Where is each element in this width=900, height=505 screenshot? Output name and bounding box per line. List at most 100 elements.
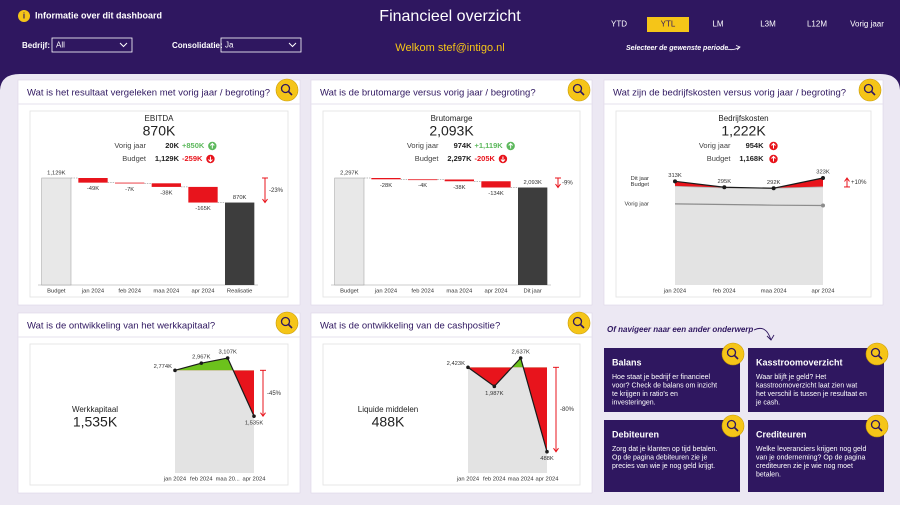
filter-dropdown[interactable] bbox=[51, 37, 133, 53]
filter-dropdown[interactable] bbox=[220, 37, 302, 53]
detail-button[interactable] bbox=[865, 414, 889, 438]
variance-label: +10% bbox=[851, 180, 867, 186]
x-tick-label: Budget bbox=[340, 289, 359, 295]
variance-arrowhead bbox=[555, 183, 561, 189]
navigation-card-text: voor? Check de balans om inzicht bbox=[612, 382, 717, 389]
value-label: 1,987K bbox=[485, 391, 504, 397]
value-point bbox=[492, 384, 497, 389]
period-button[interactable]: Vorig jaar bbox=[850, 20, 884, 29]
navigation-card-text: Op de pagina debiteuren zie je bbox=[612, 454, 707, 461]
period-button[interactable]: YTL bbox=[661, 20, 676, 29]
waterfall-bar bbox=[151, 183, 181, 187]
trend-arrow bbox=[771, 155, 776, 162]
kpi-value: 870K bbox=[143, 123, 176, 139]
period-button[interactable]: L12M bbox=[807, 20, 827, 29]
value-label: 2,967K bbox=[192, 355, 211, 361]
magnifier-lens bbox=[863, 83, 874, 94]
info-icon[interactable] bbox=[18, 10, 30, 22]
value-label: 313K bbox=[668, 173, 682, 179]
x-tick-label: jan 2024 bbox=[374, 289, 398, 295]
navigation-card-title: Crediteuren bbox=[756, 429, 807, 439]
detail-button[interactable] bbox=[858, 78, 882, 102]
x-tick-label: maa 2024 bbox=[761, 289, 788, 295]
kpi-row-value: 20K bbox=[165, 141, 179, 150]
kpi-row-label: Vorig jaar bbox=[699, 141, 731, 150]
navigation-card-title: Debiteuren bbox=[612, 429, 659, 439]
period-button[interactable]: YTD bbox=[611, 20, 627, 29]
variance-label: -80% bbox=[560, 407, 575, 413]
x-tick-label: maa 2024 bbox=[446, 289, 473, 295]
value-line bbox=[174, 357, 255, 417]
current-year-point bbox=[771, 186, 776, 191]
period-button[interactable]: LM bbox=[712, 20, 723, 29]
kpi-row-value: 1,129K bbox=[155, 154, 180, 163]
value-label: 1,129K bbox=[47, 171, 66, 177]
waterfall-bar bbox=[444, 179, 474, 182]
panel-question: Wat zijn de bedrijfskosten versus vorig … bbox=[613, 88, 846, 99]
navigation-card[interactable] bbox=[604, 420, 740, 492]
value-label: 292K bbox=[767, 180, 781, 186]
value-label: -28K bbox=[380, 183, 392, 189]
x-tick-label: jan 2024 bbox=[81, 289, 105, 295]
kpi-value: 2,093K bbox=[429, 123, 474, 139]
trend-arrow bbox=[771, 142, 776, 149]
variance-arrowhead bbox=[844, 177, 850, 182]
value-label: 870K bbox=[233, 195, 247, 201]
hint-arrow bbox=[726, 45, 741, 51]
x-tick-label: maa 20... bbox=[216, 477, 241, 483]
detail-button[interactable] bbox=[275, 311, 299, 335]
kpi-value: 1,535K bbox=[73, 414, 118, 430]
value-label: 2,297K bbox=[340, 171, 359, 177]
detail-button[interactable] bbox=[567, 311, 591, 335]
navigation-card[interactable] bbox=[748, 420, 884, 492]
current-year-point bbox=[821, 176, 825, 180]
magnifier-lens bbox=[572, 316, 583, 327]
budget-area bbox=[675, 186, 823, 285]
navigation-card[interactable] bbox=[748, 348, 884, 412]
magnifier-handle bbox=[579, 90, 585, 96]
kpi-row-delta: +1,119K bbox=[475, 141, 504, 150]
kpi-row-label: Vorig jaar bbox=[114, 141, 146, 150]
filter-label: Bedrijf: bbox=[22, 41, 50, 50]
x-tick-label: jan 2024 bbox=[163, 477, 187, 483]
magnifier-handle bbox=[579, 323, 585, 329]
variance-arrowhead bbox=[260, 412, 266, 418]
magnifier-lens bbox=[870, 347, 881, 358]
value-point bbox=[518, 356, 523, 360]
trend-arrow bbox=[500, 156, 506, 163]
kpi-row-label: Budget bbox=[122, 154, 147, 163]
x-tick-label: feb 2024 bbox=[713, 289, 736, 295]
x-tick-label: feb 2024 bbox=[118, 289, 141, 295]
variance-arrowhead bbox=[553, 447, 559, 453]
kpi-name: EBITDA bbox=[145, 114, 175, 123]
filter-value: Ja bbox=[225, 41, 234, 50]
x-tick-label: apr 2024 bbox=[192, 289, 216, 295]
waterfall-bar bbox=[41, 177, 72, 286]
navigation-card-text: Zorg dat je klanten op tijd betalen. bbox=[612, 446, 718, 453]
value-label: 295K bbox=[718, 179, 732, 185]
trend-arrow bbox=[508, 142, 514, 149]
detail-button[interactable] bbox=[567, 78, 591, 102]
magnifier-lens bbox=[726, 419, 737, 430]
detail-button[interactable] bbox=[865, 342, 889, 366]
waterfall-bar bbox=[408, 179, 438, 181]
navigation-arrow bbox=[753, 327, 775, 341]
legend-label: Vorig jaar bbox=[625, 201, 650, 207]
navigation-card[interactable] bbox=[604, 348, 740, 412]
panel-question: Wat is de brutomarge versus vorig jaar /… bbox=[320, 88, 536, 99]
period-button-active[interactable] bbox=[647, 17, 689, 32]
value-label: 1,535K bbox=[245, 421, 264, 427]
dropdown-chevron bbox=[288, 42, 297, 48]
value-point bbox=[173, 368, 177, 373]
navigation-card-text: het verschil is tussen je resultaat en bbox=[756, 391, 867, 398]
value-label: -49K bbox=[87, 186, 99, 192]
detail-button[interactable] bbox=[275, 78, 299, 102]
magnifier-handle bbox=[877, 354, 883, 360]
info-link[interactable]: Informatie over dit dashboard bbox=[35, 10, 162, 20]
kpi-row-delta: +850K bbox=[182, 141, 205, 150]
detail-button[interactable] bbox=[721, 342, 745, 366]
detail-button[interactable] bbox=[721, 414, 745, 438]
period-button[interactable]: L3M bbox=[760, 20, 776, 29]
x-tick-label: maa 2024 bbox=[153, 289, 180, 295]
kpi-name: Brutomarge bbox=[431, 114, 473, 123]
